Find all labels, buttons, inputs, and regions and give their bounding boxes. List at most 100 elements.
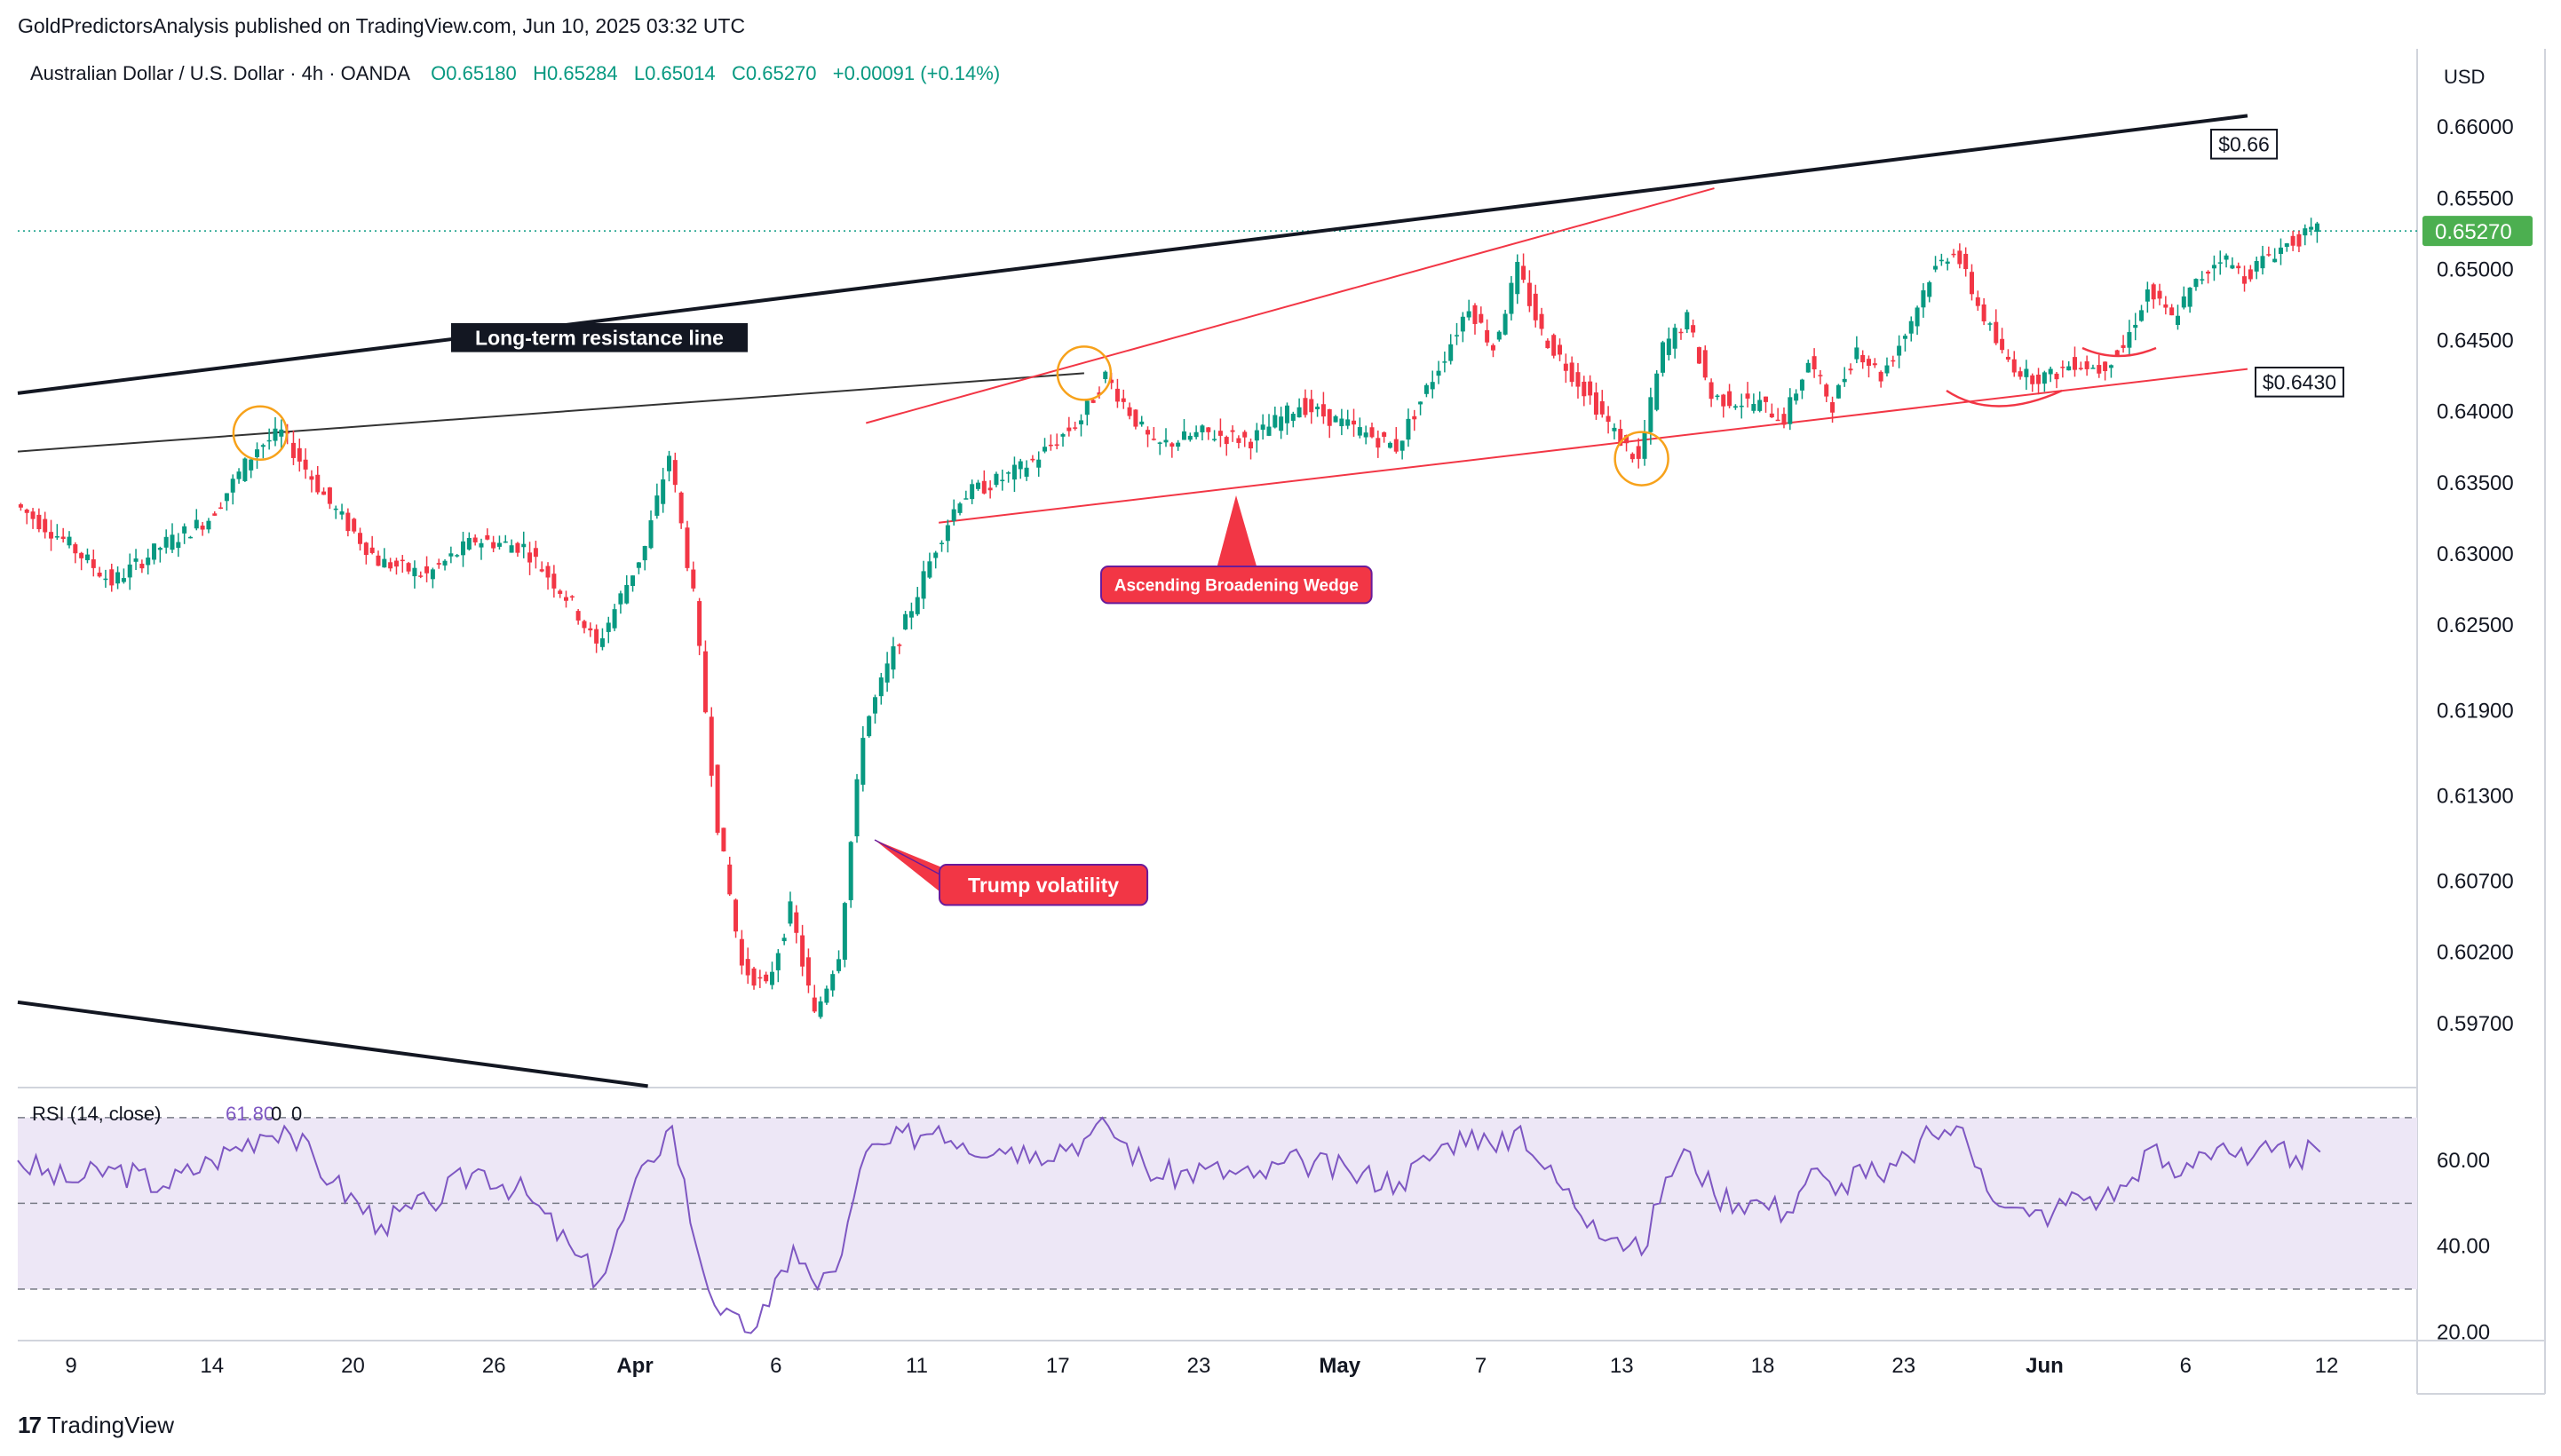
candlestick-series[interactable] xyxy=(18,218,2319,1019)
candle-body xyxy=(1266,426,1272,436)
candle-body xyxy=(824,988,829,1003)
resistance-price-label[interactable]: $0.66 xyxy=(2210,129,2279,160)
candle-body xyxy=(606,622,611,632)
candle-body xyxy=(848,842,853,900)
candle-body xyxy=(1908,320,1914,334)
resistance-label-box xyxy=(451,323,748,352)
candle-body xyxy=(1430,382,1435,390)
wedge-upper-line[interactable] xyxy=(865,187,1715,424)
candle-body xyxy=(2036,374,2042,384)
resistance-label[interactable]: Long-term resistance line xyxy=(451,323,748,352)
candle-body xyxy=(1788,397,1793,424)
secondary-resistance-line[interactable] xyxy=(17,372,1084,453)
rounding-bottom-arc[interactable] xyxy=(1946,389,2063,408)
candle-body xyxy=(1254,430,1259,441)
candle-body xyxy=(1485,329,1490,343)
close-value: C0.65270 xyxy=(732,62,817,84)
candle-body xyxy=(1103,371,1108,379)
price-axis[interactable]: 0.66000 0.65500 0.65000 0.64500 0.64000 0.635… xyxy=(2437,115,2514,1036)
symbol-name[interactable]: Australian Dollar / U.S. Dollar · 4h · O… xyxy=(30,62,409,84)
candle-body xyxy=(1672,328,1677,349)
open-value: O0.65180 xyxy=(431,62,517,84)
time-tick-label: 7 xyxy=(1475,1354,1487,1378)
currency-label[interactable]: USD xyxy=(2444,66,2485,88)
candle-body xyxy=(2242,276,2248,284)
time-tick-label: Jun xyxy=(2026,1354,2064,1378)
candle-body xyxy=(2193,279,2199,288)
candle-body xyxy=(67,536,72,546)
rsi-line[interactable] xyxy=(17,1116,2321,1334)
rsi-title[interactable]: RSI (14, close) xyxy=(32,1103,162,1125)
candle-body xyxy=(2296,233,2302,247)
candle-body xyxy=(2200,279,2205,281)
candle-body xyxy=(1290,414,1296,421)
candle-body xyxy=(1588,381,1593,396)
candle-body xyxy=(757,977,763,979)
rsi-axis[interactable]: 60.00 40.00 20.00 xyxy=(2437,1149,2490,1344)
candle-body xyxy=(945,525,950,542)
candle-body xyxy=(115,572,121,584)
candle-body xyxy=(951,509,956,521)
candle-body xyxy=(1018,461,1023,470)
candle-body xyxy=(940,542,945,544)
support-price-label[interactable]: $0.6430 xyxy=(2255,367,2344,398)
price-tick-label: 0.62500 xyxy=(2437,613,2514,637)
time-tick-label: 23 xyxy=(1187,1354,1211,1378)
candle-body xyxy=(812,997,817,1012)
candle-body xyxy=(878,677,884,697)
rounding-bottom-arc[interactable] xyxy=(2081,346,2157,358)
candle-body xyxy=(60,536,66,539)
wedge-callout[interactable]: Ascending Broadening Wedge xyxy=(1100,566,1373,605)
candle-body xyxy=(2260,256,2265,269)
time-tick-label: 12 xyxy=(2315,1354,2339,1378)
candle-body xyxy=(2084,360,2089,369)
candle-body xyxy=(642,546,647,561)
candle-body xyxy=(709,716,714,776)
candle-body xyxy=(2097,365,2102,374)
candle-body xyxy=(503,541,508,543)
lower-support-line[interactable] xyxy=(17,1000,648,1088)
time-tick-label: Apr xyxy=(616,1354,653,1378)
candle-body xyxy=(1939,259,1944,262)
candle-body xyxy=(1897,345,1902,356)
last-price-label: 0.65270 xyxy=(2435,220,2512,244)
candle-body xyxy=(2024,368,2029,377)
price-tick-label: 0.63500 xyxy=(2437,471,2514,495)
highlight-circle[interactable] xyxy=(232,405,289,461)
candle-body xyxy=(1187,435,1193,440)
candle-body xyxy=(702,651,708,713)
candle-body xyxy=(1521,265,1526,281)
highlight-circle[interactable] xyxy=(1614,431,1669,487)
rsi-series-line[interactable] xyxy=(17,1116,2321,1334)
candle-body xyxy=(1732,406,1738,408)
time-axis[interactable]: 9 14 20 26 Apr 6 11 17 23 May 7 13 18 23 Jun 6 12 xyxy=(65,1354,2338,1378)
wedge-callout-box xyxy=(1100,566,1373,605)
candle-body xyxy=(1496,331,1502,340)
candle-body xyxy=(558,590,563,594)
long-term-resistance-line[interactable] xyxy=(17,114,2248,395)
candle-body xyxy=(1666,338,1671,355)
candle-body xyxy=(200,526,205,530)
candle-body xyxy=(455,555,460,557)
candle-body xyxy=(1715,395,1720,398)
candle-body xyxy=(624,584,630,604)
volatility-callout[interactable]: Trump volatility xyxy=(939,864,1149,906)
candle-body xyxy=(2217,262,2223,264)
candle-body xyxy=(2133,324,2138,328)
candle-body xyxy=(1709,382,1714,400)
trend-lines[interactable]: 0.65270 xyxy=(17,114,2533,1088)
candle-body xyxy=(472,537,478,542)
time-tick-label: 23 xyxy=(1891,1354,1915,1378)
candle-body xyxy=(1163,439,1169,443)
wedge-callout-pointer xyxy=(1215,495,1259,575)
annotations[interactable]: Long-term resistance line $0.66 $0.6430 Asc… xyxy=(232,129,2344,906)
candle-body xyxy=(970,484,975,500)
candle-body xyxy=(1315,407,1320,409)
tradingview-logo[interactable]: 17 TradingView xyxy=(18,1412,174,1439)
candle-body xyxy=(2248,269,2253,280)
wedge-lower-line[interactable] xyxy=(939,368,2248,524)
highlight-circle[interactable] xyxy=(1056,345,1113,401)
candle-body xyxy=(1090,400,1096,403)
candle-body xyxy=(1127,407,1132,416)
